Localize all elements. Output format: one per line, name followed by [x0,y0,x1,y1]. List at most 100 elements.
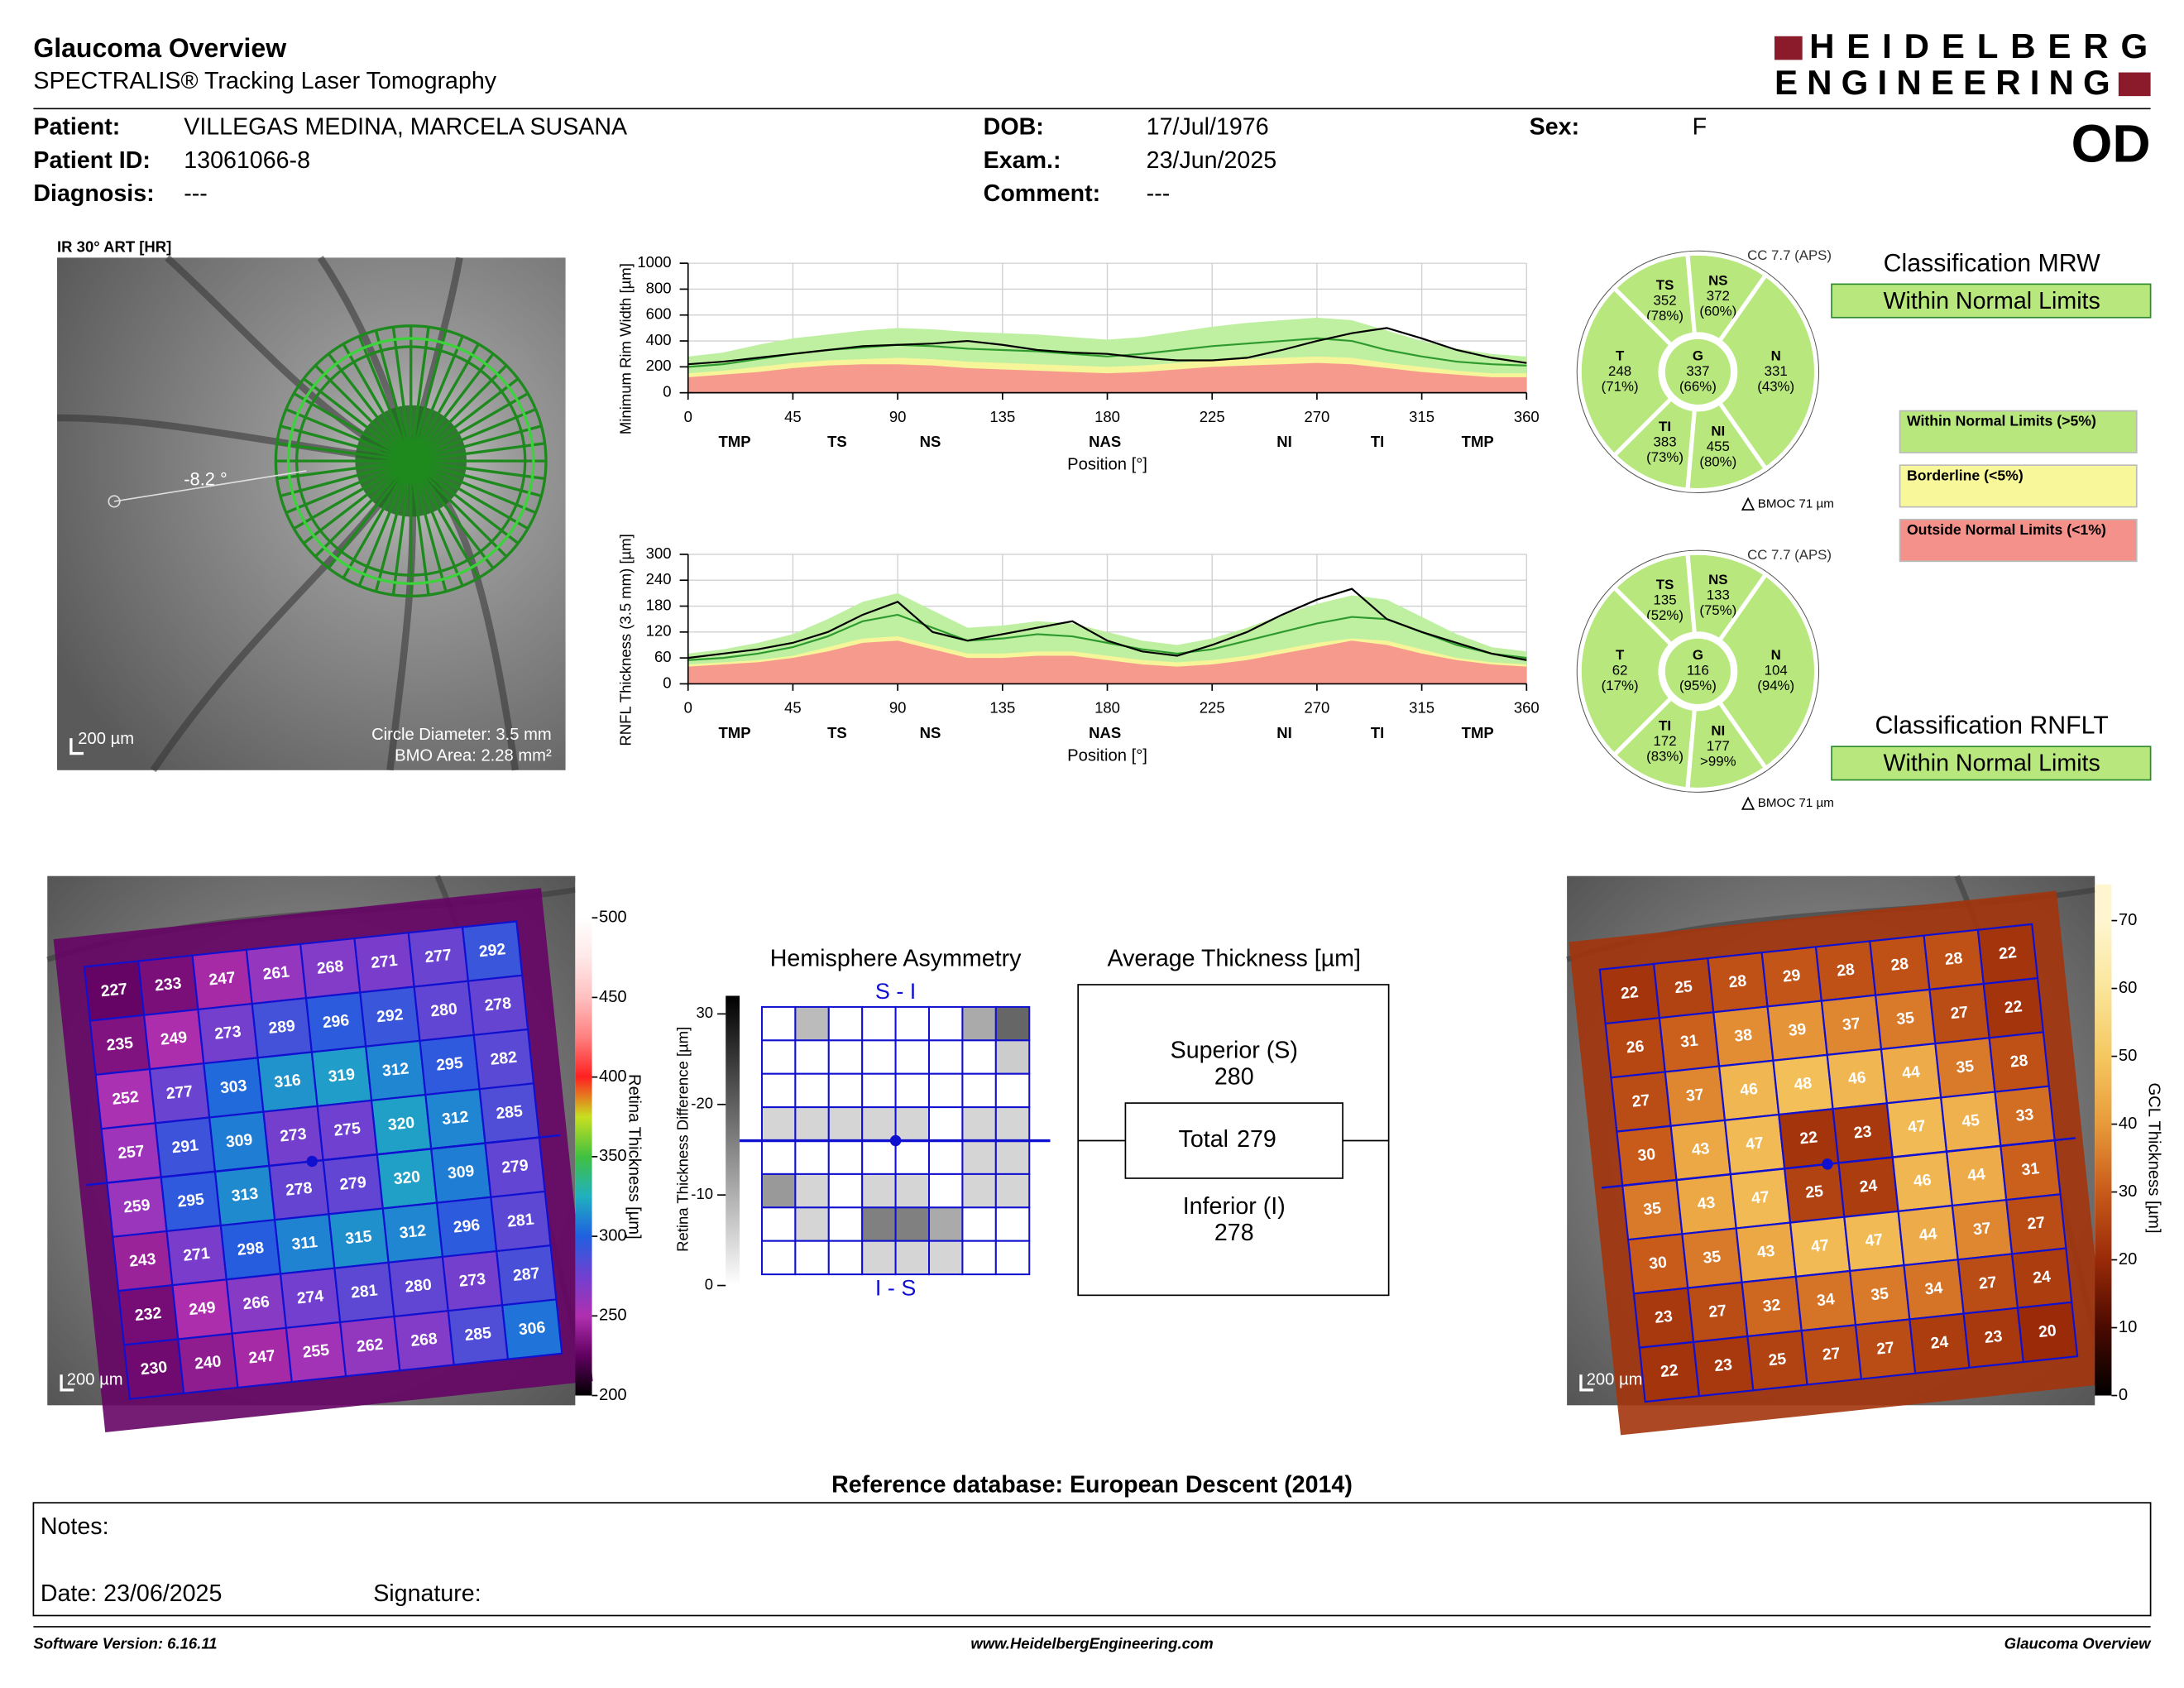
thickness-value: 47 [1810,1236,1830,1256]
asymmetry-cell [961,1206,997,1242]
sector-percent: (60%) [1699,303,1736,319]
scan-line [410,408,537,463]
thickness-value: 46 [1739,1080,1759,1100]
circle-diameter: Circle Diameter: 3.5 mm [371,726,552,744]
scale-bar [60,1374,74,1392]
sector-label: NS [920,724,941,741]
asymmetry-cell [994,1206,1031,1242]
scan-line [314,364,412,463]
classification-box [1831,746,2152,781]
thickness-value: 33 [2015,1105,2035,1125]
scan-line [410,459,520,544]
y-tick-label: 300 [646,544,672,562]
scan-line [342,343,413,462]
asymmetry-cell [827,1172,864,1209]
scan-line [410,460,448,592]
asymmetry-cell [961,1072,997,1109]
asymmetry-cell [827,1005,864,1042]
thickness-value: 306 [518,1318,547,1339]
thickness-value: 35 [1870,1284,1889,1304]
scale-bar [1579,1374,1594,1392]
thickness-value: 243 [128,1249,157,1270]
thickness-value: 278 [285,1179,314,1200]
x-tick-label: 270 [1304,408,1329,425]
sector-name: G [1693,348,1703,363]
cc-label: CC 7.7 (APS) [1747,547,1832,563]
scan-line [276,459,411,481]
asymmetry-cell [928,1206,964,1242]
scale-label: 200 µm [78,730,134,748]
thickness-value: 285 [464,1324,493,1345]
sector [1611,252,1698,348]
thickness-value: 35 [1642,1199,1662,1219]
sector-value: 133 [1707,587,1730,603]
inferior-value: 278 [1214,1220,1254,1246]
asymmetry-cell [961,1172,997,1209]
scan-line [410,460,430,596]
thickness-value: 45 [1961,1111,1980,1131]
fundus-image [57,257,566,770]
thickness-value: 230 [140,1358,168,1379]
sector-name: T [1616,348,1625,363]
sector-value: 248 [1608,363,1631,379]
thickness-value: 46 [1913,1171,1933,1191]
report-title: Glaucoma Overview [33,33,286,63]
field-value: VILLEGAS MEDINA, MARCELA SUSANA [184,113,628,140]
website: www.HeidelbergEngineering.com [970,1635,1213,1652]
x-tick-label: 360 [1514,408,1540,425]
thickness-value: 273 [279,1125,308,1145]
legend-box [1899,464,2138,508]
thickness-value: 35 [1955,1057,1975,1077]
thickness-value: 233 [154,974,183,995]
thickness-value: 291 [171,1136,200,1157]
thickness-value: 273 [213,1023,242,1043]
scan-line [303,377,412,463]
scan-line [374,329,413,462]
colorbar-tick-label: 40 [2119,1115,2137,1133]
asymmetry-cell [794,1106,830,1142]
asymmetry-cell [961,1240,997,1276]
scan-line [410,335,464,462]
logo-text: HEIDELBERG [1809,26,2150,65]
thickness-value: 271 [370,952,399,972]
thickness-value: 30 [1637,1145,1657,1165]
thickness-value: 30 [1648,1253,1668,1273]
thickness-value: 287 [512,1264,540,1285]
sector-value: 383 [1654,434,1677,449]
logo-text: ENGINEERING [1774,63,2113,102]
asymmetry-cell [827,1106,864,1142]
thickness-cell [2016,1301,2079,1364]
sector [1685,550,1769,644]
asymmetry-cell [760,1206,797,1242]
thickness-value: 296 [453,1216,481,1236]
thickness-value: 278 [484,994,513,1014]
asymmetry-cell [827,1039,864,1075]
scan-line [410,392,529,463]
thickness-cell [500,1298,563,1360]
sector-label: NAS [1089,433,1121,450]
asymmetry-cell [894,1139,931,1175]
thickness-value: 47 [1907,1117,1927,1137]
sector [1685,698,1769,792]
thickness-value: 47 [1864,1230,1884,1250]
sector-percent: (78%) [1646,308,1684,324]
thickness-value: 28 [1889,955,1909,975]
scan-line [391,460,413,596]
fovea-center [306,1155,318,1168]
scan-line [327,352,413,463]
sector-name: NS [1708,572,1727,587]
field-value: F [1693,113,1707,140]
scan-line [280,459,412,498]
sector-value: 62 [1612,663,1628,679]
thickness-value: 252 [111,1088,139,1109]
sector-label: TMP [1462,433,1494,450]
sector-percent: (75%) [1699,602,1736,618]
thickness-value: 261 [262,962,291,983]
asymmetry-cell [760,1106,797,1142]
asymmetry-cell [861,1172,897,1209]
sector-percent: (71%) [1602,378,1639,394]
center-point [889,1134,902,1147]
legend-label: Within Normal Limits (>5%) [1907,413,2096,429]
thickness-value: 24 [1929,1333,1949,1353]
thickness-value: 47 [1745,1134,1765,1153]
